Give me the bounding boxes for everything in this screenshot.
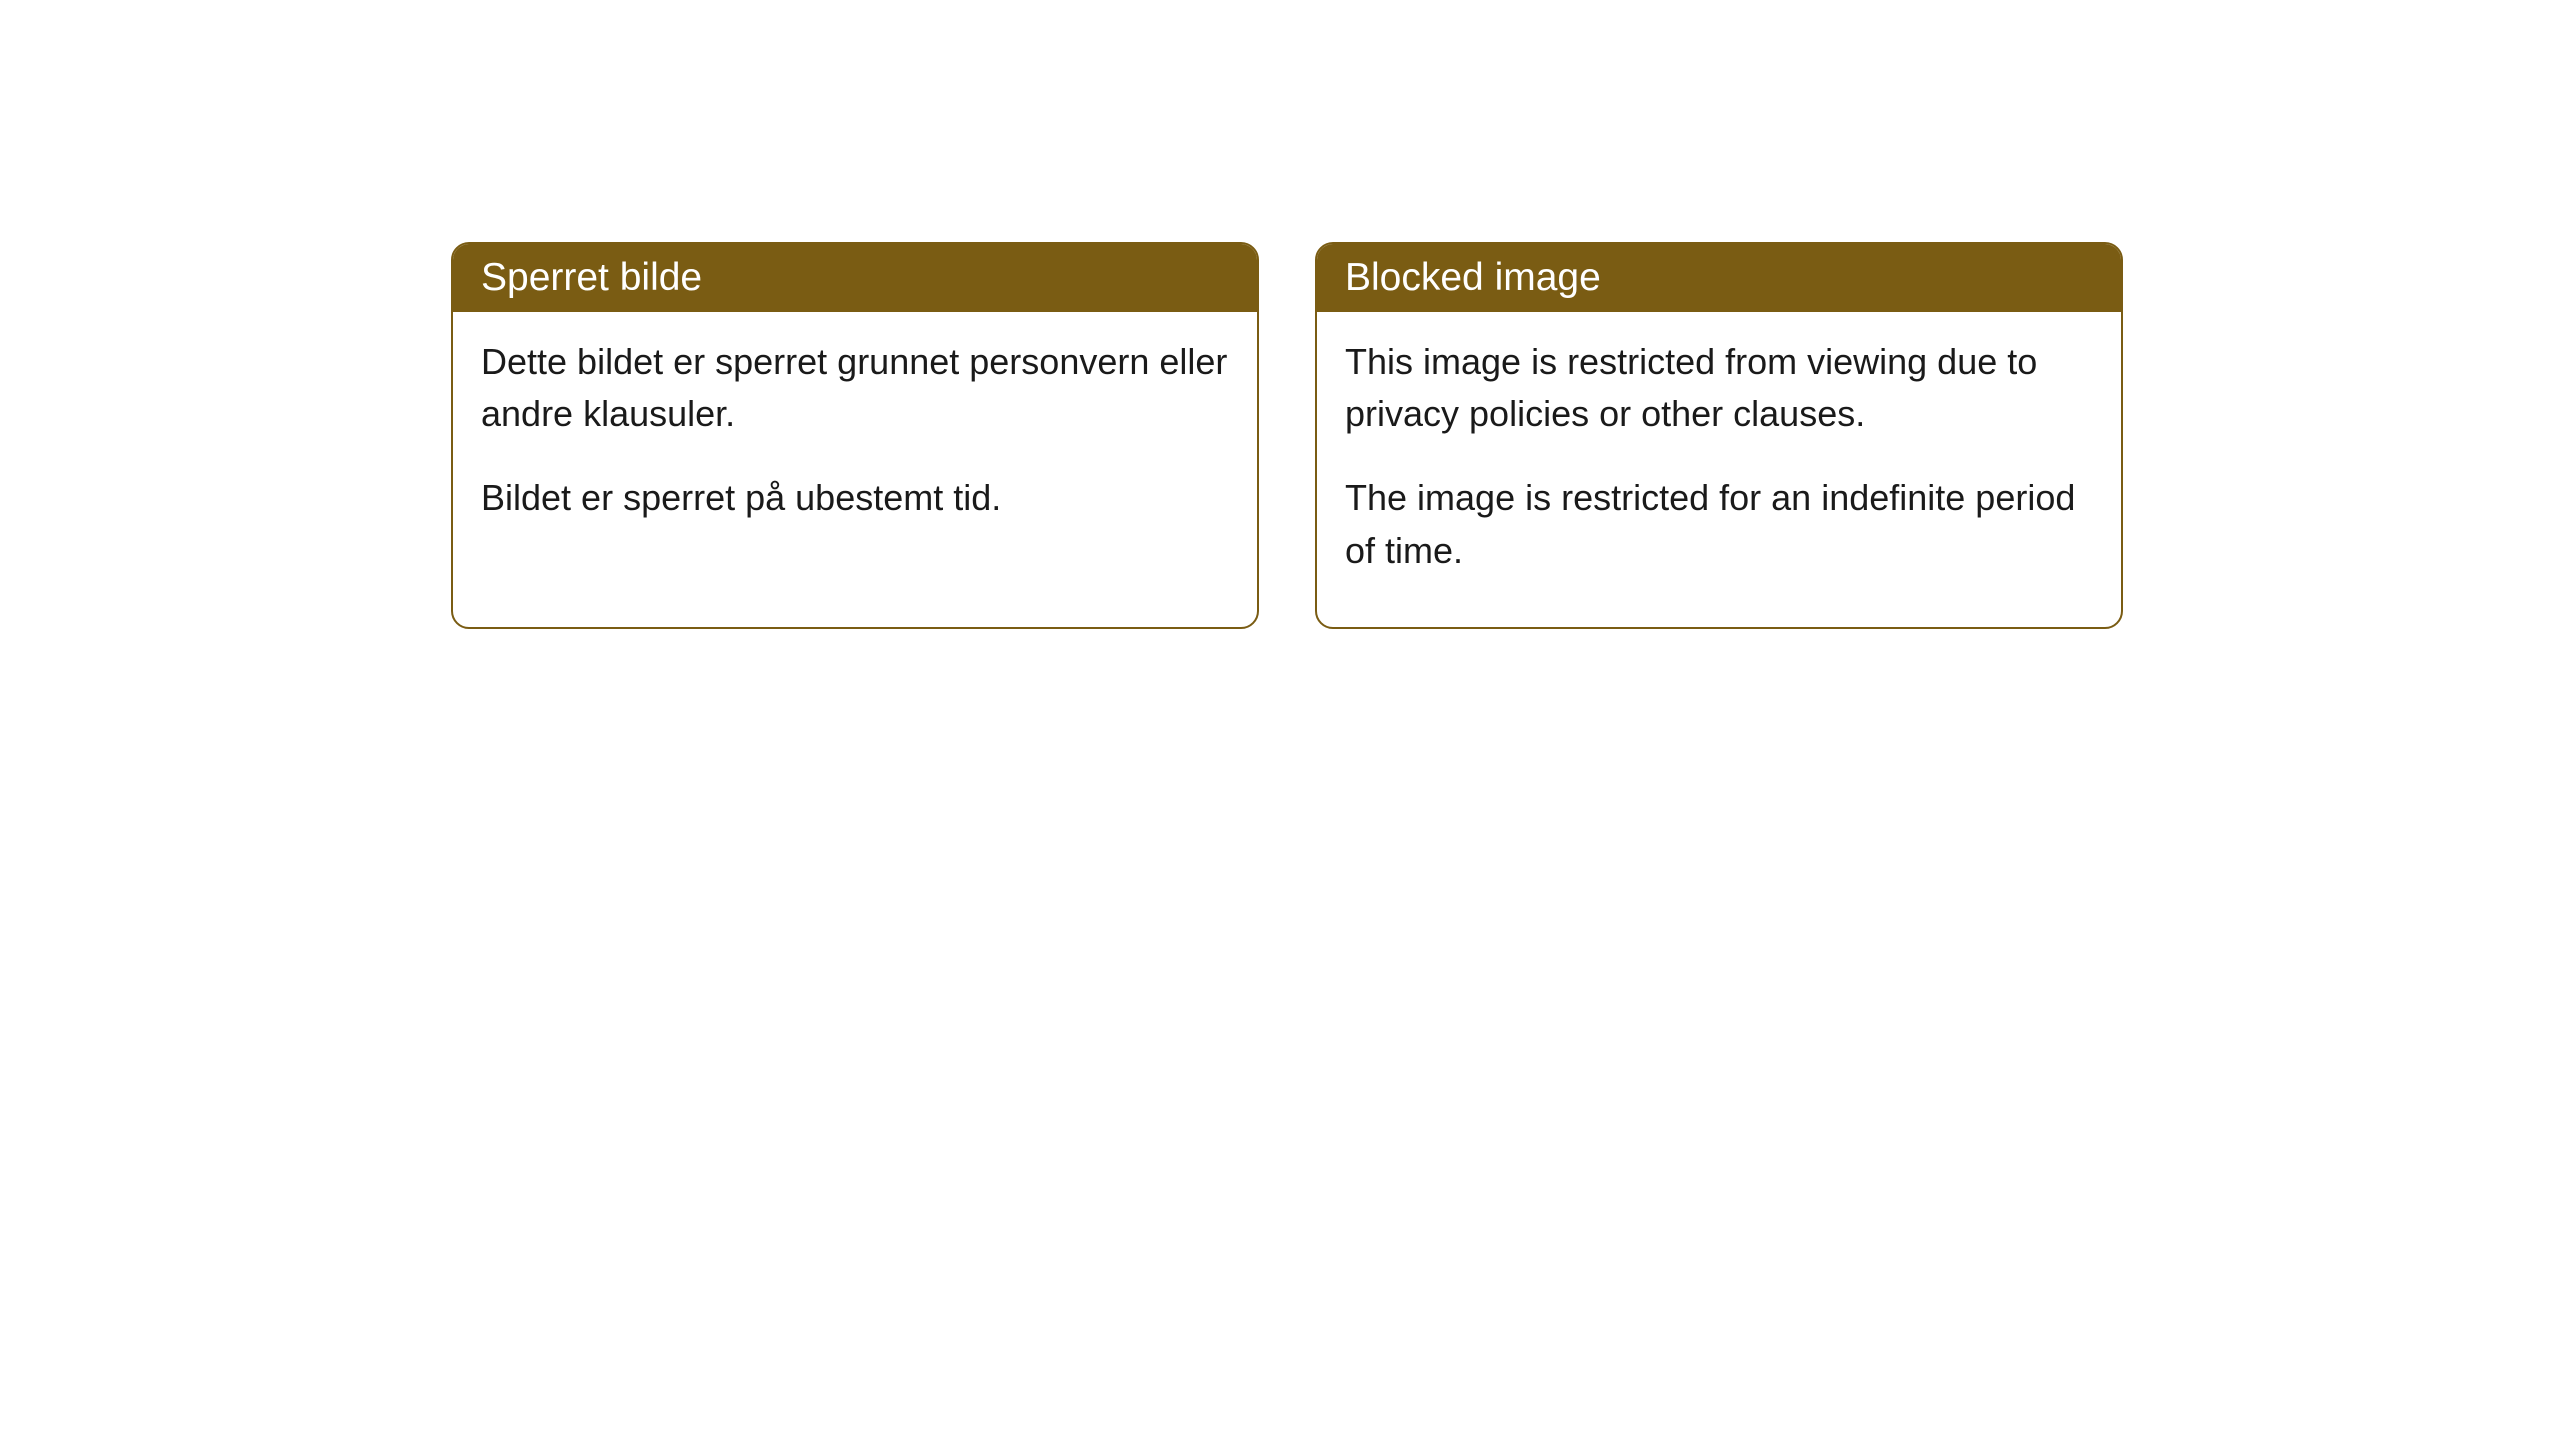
blocked-image-card-no: Sperret bilde Dette bildet er sperret gr… [451,242,1259,629]
card-paragraph-no-2: Bildet er sperret på ubestemt tid. [481,472,1229,524]
card-title-no: Sperret bilde [481,256,702,299]
card-title-en: Blocked image [1345,256,1601,299]
card-header-no: Sperret bilde [453,244,1257,312]
card-header-en: Blocked image [1317,244,2121,312]
blocked-image-card-en: Blocked image This image is restricted f… [1315,242,2123,629]
card-paragraph-no-1: Dette bildet er sperret grunnet personve… [481,336,1229,440]
card-paragraph-en-2: The image is restricted for an indefinit… [1345,472,2093,576]
card-body-no: Dette bildet er sperret grunnet personve… [453,312,1257,575]
card-paragraph-en-1: This image is restricted from viewing du… [1345,336,2093,440]
notice-cards-container: Sperret bilde Dette bildet er sperret gr… [451,242,2123,629]
card-body-en: This image is restricted from viewing du… [1317,312,2121,627]
